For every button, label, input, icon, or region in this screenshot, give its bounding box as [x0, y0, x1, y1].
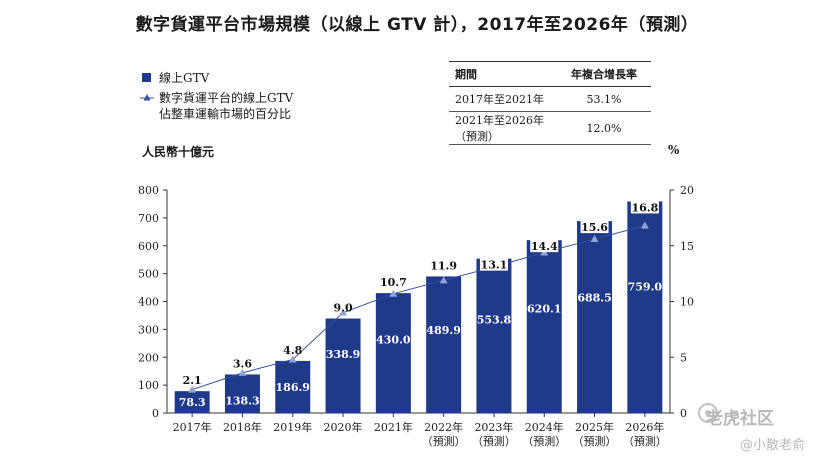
pct-value-label: 2.1	[183, 374, 202, 387]
legend-line-swatch	[140, 94, 154, 101]
pct-marker	[640, 221, 649, 229]
pct-value-label: 10.7	[380, 276, 407, 289]
pct-marker	[188, 385, 197, 393]
x-tick-sublabel: （預測）	[522, 434, 566, 448]
pct-value-label: 9.0	[333, 302, 352, 315]
y-tick-label-right: 10	[680, 296, 694, 309]
y-tick-label-left: 400	[138, 296, 159, 309]
x-tick-label: 2024年	[525, 420, 564, 434]
chart-title: 數字貨運平台市場規模（以線上 GTV 計），2017年至2026年（預測）	[135, 15, 699, 35]
y-tick-label-left: 0	[152, 407, 159, 420]
cagr-header-row: 期間 年複合增長率	[449, 61, 651, 87]
pct-marker	[389, 289, 398, 297]
pct-label-box	[630, 200, 659, 214]
cagr-row: 2017年至2021年 53.1%	[449, 86, 651, 112]
cagr-header-rate: 年複合增長率	[557, 61, 651, 87]
legend-item-line: 數字貨運平台的線上GTV 佔整車運輸市場的百分比	[140, 90, 293, 122]
legend-item-bar: 線上GTV	[140, 70, 293, 86]
y-tick-label-left: 200	[138, 351, 159, 364]
pct-value-label: 13.1	[481, 259, 508, 272]
cagr-row: 2021年至2026年（預測） 12.0%	[449, 111, 651, 145]
x-tick-label: 2026年	[625, 420, 664, 434]
legend-bar-swatch	[142, 73, 151, 82]
cagr-period: 2021年至2026年（預測）	[449, 111, 557, 145]
bar	[577, 221, 613, 413]
bar-value-label: 138.3	[225, 394, 259, 407]
x-tick-label: 2018年	[223, 420, 262, 434]
y-tick-label-right: 0	[680, 407, 687, 420]
legend: 線上GTV 數字貨運平台的線上GTV 佔整車運輸市場的百分比	[140, 70, 293, 126]
right-axis-unit: %	[668, 143, 680, 157]
bar-value-label: 186.9	[276, 381, 310, 394]
pct-marker	[590, 235, 599, 243]
pct-value-label: 15.6	[581, 221, 608, 234]
pct-marker	[439, 276, 448, 284]
pct-label-box	[580, 220, 609, 234]
pct-value-label: 16.8	[631, 201, 658, 214]
cagr-table: 期間 年複合增長率 2017年至2021年 53.1% 2021年至2026年（…	[449, 61, 651, 145]
x-tick-label: 2025年	[575, 420, 614, 434]
bar	[627, 201, 663, 413]
y-tick-label-right: 5	[680, 351, 687, 364]
pct-value-label: 11.9	[430, 259, 457, 272]
watermark-brand: 老虎社区	[706, 409, 774, 429]
x-tick-sublabel: （預測）	[573, 434, 617, 448]
bar	[426, 276, 462, 413]
legend-line-label-1: 數字貨運平台的線上GTV	[159, 91, 294, 105]
pct-marker	[288, 355, 297, 363]
y-tick-label-left: 600	[138, 240, 159, 253]
bar	[325, 318, 361, 413]
pct-label-box	[479, 257, 508, 271]
bar	[476, 258, 512, 413]
pct-value-label: 3.6	[233, 357, 252, 370]
x-tick-label: 2023年	[474, 420, 513, 434]
x-tick-label: 2017年	[173, 420, 212, 434]
pct-value-label: 4.8	[283, 344, 302, 357]
y-tick-label-left: 100	[138, 379, 159, 392]
x-tick-sublabel: （預測）	[623, 434, 667, 448]
bar	[275, 360, 311, 413]
pct-line	[191, 225, 645, 391]
cagr-rate: 12.0%	[557, 111, 651, 145]
bar	[526, 240, 562, 413]
bar-value-label: 553.8	[477, 313, 512, 326]
x-tick-sublabel: （預測）	[472, 434, 516, 448]
y-tick-label-left: 500	[138, 268, 159, 281]
x-tick-label: 2020年	[324, 420, 363, 434]
bar-value-label: 78.3	[179, 396, 206, 409]
cagr-header-period: 期間	[449, 61, 557, 87]
bar-value-label: 759.0	[628, 280, 663, 293]
left-axis-unit: 人民幣十億元	[142, 145, 215, 159]
pct-marker	[238, 368, 247, 376]
bar-value-label: 338.9	[326, 348, 360, 361]
bar	[224, 374, 260, 413]
x-tick-label: 2021年	[374, 420, 413, 434]
pct-marker	[339, 308, 348, 316]
y-tick-label-left: 700	[138, 212, 159, 225]
pct-label-box	[530, 239, 559, 253]
watermark-user: @小散老俞	[740, 438, 806, 453]
x-tick-sublabel: （預測）	[422, 434, 466, 448]
tiger-logo-icon	[698, 403, 718, 423]
x-tick-label: 2019年	[273, 420, 312, 434]
cagr-period: 2017年至2021年	[449, 86, 557, 112]
bar	[174, 391, 210, 413]
y-tick-label-left: 800	[138, 184, 159, 197]
bar	[375, 293, 411, 413]
cagr-rate: 53.1%	[557, 86, 651, 112]
pct-value-label: 14.4	[531, 240, 558, 253]
legend-bar-label: 線上GTV	[159, 71, 210, 85]
y-tick-label-left: 300	[138, 323, 159, 336]
bar-value-label: 620.1	[527, 303, 561, 316]
y-tick-label-right: 20	[680, 184, 694, 197]
y-tick-label-right: 15	[680, 240, 694, 253]
bar-value-label: 430.0	[376, 333, 411, 346]
legend-line-label-2: 佔整車運輸市場的百分比	[159, 107, 292, 121]
x-tick-label: 2022年	[424, 420, 463, 434]
bar-value-label: 489.9	[426, 324, 460, 337]
bar-value-label: 688.5	[577, 292, 611, 305]
